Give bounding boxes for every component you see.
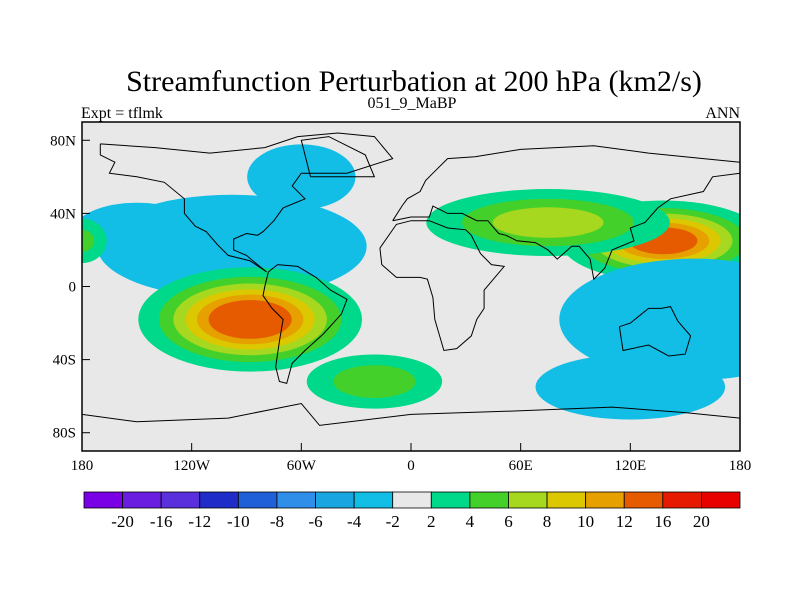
colorbar-box [585,491,625,509]
colorbar-box [122,491,162,509]
colorbar-box [623,491,664,509]
contour-band [247,144,356,210]
y-axis: 80N 40N 0 40S 80S [50,133,90,442]
contour-band [82,202,201,261]
x-tick-label: 180 [729,458,752,474]
colorbar-box [353,491,394,509]
x-tick-label: 120E [614,458,646,474]
chart-title: Streamfunction Perturbation at 200 hPa (… [126,65,702,98]
colorbar-label: 4 [466,512,475,531]
contour-band [535,354,726,420]
colorbar-box [508,491,548,509]
coastlines [82,132,740,426]
coastline-outline [618,306,692,357]
subtitle-right: ANN [705,105,740,122]
subtitle-left: Expt = tflmk [81,105,163,122]
colorbar-box [160,491,201,509]
colorbar-label: -8 [270,512,284,531]
contour-band [559,258,740,381]
x-tick-label: 120W [173,458,211,474]
colorbar-label: -2 [386,512,400,531]
coastline-outline [99,132,394,273]
contour-band [492,207,604,238]
contour-band [82,218,107,264]
map-panel [81,121,741,452]
x-tick-label: 180 [71,458,94,474]
colorbar-box [469,491,509,509]
y-tick-label: 40S [53,353,76,369]
contour-band [208,299,292,339]
colorbar-label: -12 [188,512,211,531]
x-axis: 180 120W 60W 0 60E 120E 180 [71,443,752,474]
y-tick-label: 80S [53,426,76,442]
colorbar-label: 8 [543,512,552,531]
colorbar-box [701,491,741,509]
colorbar-box [199,491,239,509]
colorbar-label: 6 [504,512,513,531]
colorbar-label: -16 [150,512,173,531]
colorbar-label: 20 [693,512,710,531]
coastline-outline [379,220,506,352]
colorbar-box [276,491,316,509]
y-tick-label: 40N [50,206,76,222]
colorbar-label: -6 [308,512,322,531]
colorbar-label: 10 [577,512,594,531]
contour-band [333,365,416,399]
colorbar-box [237,491,278,509]
coastline-outline [262,264,348,385]
colorbar-label: 2 [427,512,436,531]
colorbar-box [315,491,355,509]
y-tick-label: 0 [69,280,77,296]
x-tick-label: 60W [287,458,317,474]
x-tick-label: 0 [407,458,415,474]
coastline-outline [300,136,376,178]
x-tick-label: 60E [509,458,533,474]
colorbar-box [430,491,471,509]
colorbar-box [83,491,123,509]
subtitle-center: 051_9_MaBP [368,95,457,112]
colorbar: -20 -16 -12 -10 -8 -6 -4 -2 2 4 6 8 10 12 16 20 [83,491,741,531]
colorbar-box [662,491,702,509]
coastline-outline [392,145,740,281]
colorbar-label: -10 [227,512,250,531]
y-tick-label: 80N [50,133,76,149]
contour-fields [82,144,740,420]
contour-band [82,229,95,252]
colorbar-label: -4 [347,512,362,531]
colorbar-box [546,491,587,509]
colorbar-label: 16 [654,512,671,531]
colorbar-label: 12 [616,512,633,531]
colorbar-box [392,491,432,509]
colorbar-label: -20 [111,512,134,531]
coastline-outline [82,402,740,426]
